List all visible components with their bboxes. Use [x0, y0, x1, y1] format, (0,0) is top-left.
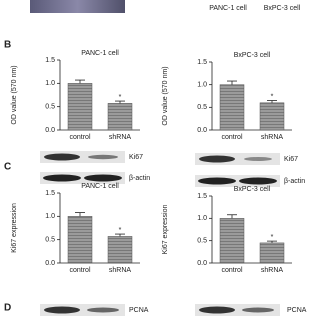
- y-axis-label: OD value (570 nm): [11, 65, 18, 124]
- y-tick-label: 0.0: [197, 127, 207, 134]
- y-axis-label: Ki67 expression: [162, 204, 169, 254]
- y-tick-label: 0.5: [197, 104, 207, 111]
- blot-label: Ki67: [129, 154, 143, 161]
- y-tick-label: 1.5: [197, 59, 207, 66]
- bar: [219, 84, 245, 131]
- panel-label: B: [4, 40, 11, 51]
- chart-title: BxPC-3 cell: [234, 52, 271, 59]
- x-tick-label: shRNA: [261, 267, 284, 274]
- panel-label: C: [4, 162, 11, 173]
- blot-label: β-actin: [284, 178, 305, 185]
- top-label: PANC-1 cell: [209, 5, 247, 12]
- bar: [219, 218, 245, 264]
- x-tick-label: shRNA: [109, 134, 132, 141]
- y-tick-label: 0.5: [45, 104, 55, 111]
- x-tick-label: shRNA: [261, 134, 284, 141]
- well-image: [30, 0, 125, 13]
- chart-title: BxPC-3 cell: [234, 186, 271, 193]
- y-tick-label: 1.0: [45, 80, 55, 87]
- x-tick-label: shRNA: [109, 267, 132, 274]
- panel-label: D: [4, 303, 11, 314]
- blot-label: PCNA: [287, 307, 307, 314]
- significance: *: [271, 93, 274, 100]
- y-tick-label: 1.5: [45, 57, 55, 64]
- chart-title: PANC-1 cell: [81, 183, 119, 190]
- x-tick-label: control: [69, 267, 90, 274]
- y-axis-label: OD value (570 nm): [162, 66, 169, 125]
- blot-label: β-actin: [129, 175, 150, 182]
- y-tick-label: 1.0: [45, 213, 55, 220]
- y-tick-label: 1.0: [197, 82, 207, 89]
- bar: [259, 242, 285, 264]
- x-tick-label: control: [69, 134, 90, 141]
- x-tick-label: control: [221, 267, 242, 274]
- bar: [107, 103, 133, 131]
- bar: [107, 236, 133, 264]
- y-tick-label: 0.0: [45, 127, 55, 134]
- y-tick-label: 0.5: [197, 238, 207, 245]
- significance: *: [271, 234, 274, 241]
- y-tick-label: 0.0: [197, 260, 207, 267]
- blot-label: Ki67: [284, 156, 298, 163]
- bar: [259, 102, 285, 131]
- y-axis-label: Ki67 expression: [11, 203, 18, 253]
- top-label: BxPC-3 cell: [264, 5, 301, 12]
- bar: [67, 83, 93, 131]
- y-tick-label: 0.5: [45, 237, 55, 244]
- significance: *: [119, 227, 122, 234]
- bar: [67, 216, 93, 264]
- y-tick-label: 1.5: [45, 190, 55, 197]
- blot: [40, 151, 280, 316]
- blot-label: PCNA: [129, 307, 149, 314]
- significance: *: [119, 94, 122, 101]
- y-tick-label: 1.5: [197, 193, 207, 200]
- x-tick-label: control: [221, 134, 242, 141]
- y-tick-label: 0.0: [45, 260, 55, 267]
- y-tick-label: 1.0: [197, 215, 207, 222]
- chart-title: PANC-1 cell: [81, 50, 119, 57]
